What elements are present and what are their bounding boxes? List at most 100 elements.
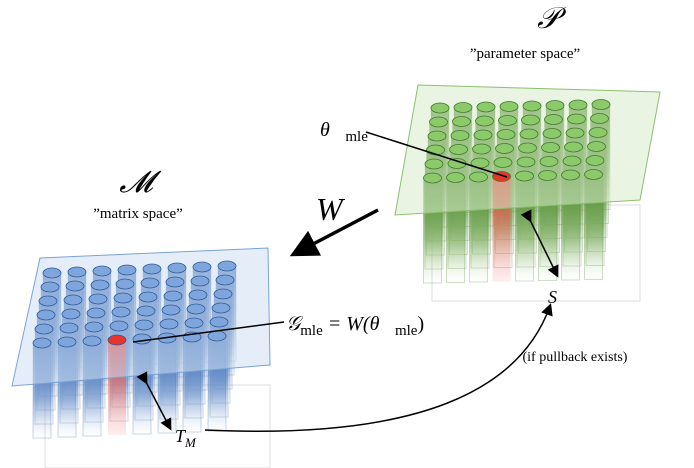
g-label: 𝒢mle = W(θ⃗mle): [286, 313, 424, 339]
cylinder-top: [190, 275, 210, 287]
cylinder-top: [142, 263, 162, 275]
t-label: TM: [175, 426, 197, 450]
cylinder-top: [565, 127, 585, 139]
cylinder-top: [32, 337, 52, 349]
s-arrow: [520, 209, 559, 278]
theta-sub: mle: [345, 129, 368, 145]
parameter-cylinder-tops: [423, 99, 611, 184]
cylinder-top: [449, 144, 468, 155]
cylinder-top: [88, 293, 108, 305]
cylinder-top: [495, 143, 514, 154]
cylinder-top: [217, 260, 237, 272]
cylinder-top: [36, 309, 56, 321]
cylinder-top: [424, 158, 444, 170]
cylinder-top: [584, 169, 603, 180]
cylinder-top: [84, 321, 104, 333]
theta-label: θ⃗mle: [320, 119, 368, 145]
cylinder-top: [499, 101, 519, 112]
cylinder-top: [163, 290, 183, 302]
cylinder-top: [473, 129, 493, 141]
t-base: T: [175, 426, 187, 446]
cylinder-top: [518, 142, 537, 154]
cylinder-top: [57, 336, 77, 348]
map-label: W: [316, 191, 346, 227]
g-arg: θ⃗: [370, 313, 395, 335]
p-caption: ”parameter space”: [470, 46, 580, 62]
s-label: S: [548, 287, 557, 307]
pullback-curve: [204, 303, 553, 432]
g-sub: mle: [300, 323, 323, 339]
cylinder-top: [450, 130, 470, 141]
cylinder-top: [165, 276, 185, 288]
cylinder-top: [86, 307, 106, 319]
cylinder-top: [568, 99, 588, 111]
cylinder-top: [564, 141, 583, 153]
cylinder-top: [192, 261, 212, 273]
cylinder-top: [516, 156, 536, 168]
cylinder-top: [132, 333, 152, 345]
cylinder-top: [38, 295, 58, 307]
cylinder-top: [213, 288, 233, 300]
cylinder-top: [493, 157, 513, 168]
cylinder-top: [544, 114, 563, 125]
cylinder-top: [423, 172, 442, 184]
g-arg-sub: mle: [395, 323, 418, 339]
cylinder-top: [472, 143, 491, 155]
cylinder-top: [496, 129, 516, 140]
cylinder-top: [65, 280, 85, 292]
cylinder-top: [211, 302, 231, 314]
cylinder-top: [215, 274, 235, 286]
g-eq: = W(: [323, 313, 371, 335]
g-close: ): [417, 313, 424, 335]
cylinder-top: [522, 100, 542, 112]
cylinder-top: [585, 155, 605, 166]
pullback-note: (if pullback exists): [523, 350, 628, 365]
cylinder-top: [107, 334, 127, 346]
cylinder-top: [209, 316, 229, 328]
cylinder-top: [34, 323, 54, 335]
cylinder-top: [538, 170, 557, 181]
cylinder-top: [90, 279, 110, 291]
cylinder-top: [427, 130, 447, 142]
cylinder-top: [138, 291, 158, 303]
cylinder-top: [476, 101, 496, 113]
cylinder-top: [469, 171, 488, 183]
cylinder-top: [92, 265, 112, 277]
g-base: 𝒢: [286, 313, 304, 335]
cylinder-top: [545, 100, 565, 111]
cylinder-top: [61, 308, 81, 320]
cylinder-top: [82, 335, 102, 347]
g-pointer: [132, 321, 285, 343]
cylinder-top: [207, 330, 227, 342]
cylinder-top: [446, 172, 465, 183]
m-symbol: 𝓜: [119, 166, 162, 199]
cylinder-top: [521, 114, 540, 126]
cylinder-top: [167, 262, 187, 274]
cylinder-top: [188, 289, 208, 301]
cylinder-top: [515, 170, 534, 182]
cylinder-top: [590, 113, 609, 124]
cylinder-top: [115, 278, 135, 290]
cylinder-top: [59, 322, 79, 334]
m-caption: ”matrix space”: [93, 206, 183, 222]
matrix-cylinder-tops: [32, 260, 237, 349]
cylinder-top: [111, 306, 131, 318]
cylinder-top: [40, 281, 60, 293]
map-arrow: [289, 208, 379, 257]
cylinder-top: [588, 127, 608, 138]
cylinder-top: [452, 116, 471, 127]
cylinder-top: [542, 128, 562, 139]
cylinder-top: [498, 115, 517, 126]
cylinder-top: [184, 317, 204, 329]
cylinder-top: [140, 277, 160, 289]
cylinder-top: [519, 128, 539, 140]
p-symbol: 𝒫: [537, 2, 567, 35]
t-sub: M: [184, 435, 197, 450]
cylinder-top: [541, 142, 560, 153]
cylinder-top: [475, 115, 494, 127]
cylinder-top: [67, 266, 87, 278]
cylinder-top: [561, 169, 580, 181]
cylinder-top: [567, 113, 586, 125]
theta-pointer: [365, 131, 508, 178]
cylinder-top: [453, 102, 473, 113]
